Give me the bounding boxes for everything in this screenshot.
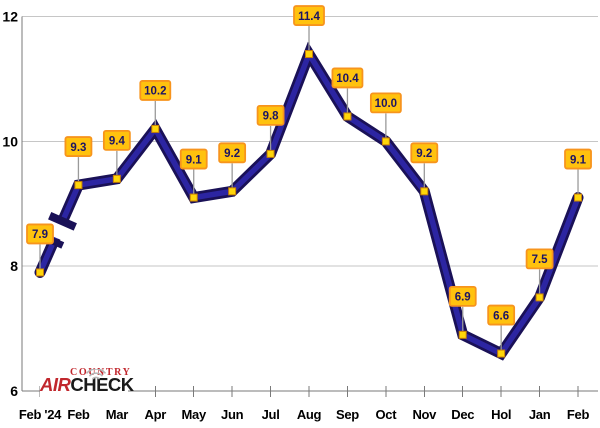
x-axis-label: Sep [336, 407, 359, 422]
logo-air-text: AIR [40, 374, 71, 395]
data-point-marker [458, 330, 467, 339]
value-label-text: 10.4 [336, 73, 359, 85]
data-point-marker [497, 349, 506, 358]
data-point-marker [305, 50, 314, 59]
value-label-text: 9.3 [70, 142, 86, 154]
x-axis-label: Feb [67, 407, 90, 422]
y-axis-label: 10 [2, 133, 18, 149]
value-label-box [487, 304, 516, 326]
value-label-text: 9.4 [109, 136, 126, 148]
value-label-box [369, 92, 402, 114]
value-label-box [331, 67, 364, 89]
data-point-marker [535, 293, 544, 302]
value-label-box [64, 136, 93, 157]
value-label-text: 9.2 [224, 148, 240, 160]
value-label-box [26, 223, 54, 245]
value-label-text: 7.9 [32, 229, 48, 241]
data-point-marker [266, 149, 275, 158]
value-label-text: 9.1 [570, 154, 587, 166]
value-label-box [564, 148, 592, 170]
value-label-text: 10.0 [375, 98, 397, 110]
value-label-text: 9.8 [263, 111, 280, 123]
data-point-marker [74, 181, 83, 190]
x-axis-label: Jan [529, 407, 551, 422]
x-axis-label: Mar [106, 407, 128, 422]
data-point-marker [151, 124, 160, 133]
x-axis-label: Dec [451, 407, 474, 422]
x-axis-label: Hol [491, 407, 511, 422]
x-axis-label: Jul [262, 407, 280, 422]
value-label-box [256, 104, 285, 126]
value-label-text: 6.6 [493, 310, 509, 322]
radio-waves-icon [85, 369, 107, 380]
value-label-box [410, 142, 439, 164]
x-axis-label: Feb '24 [19, 407, 62, 422]
value-label-text: 9.1 [186, 154, 203, 166]
country-aircheck-logo: COUNTRY AIRCHECK [40, 367, 134, 408]
x-axis-label: Aug [297, 407, 322, 422]
x-axis-label: Oct [375, 407, 397, 422]
data-point-marker [574, 193, 583, 202]
data-point-marker [36, 268, 44, 277]
y-axis-label: 6 [10, 383, 18, 399]
value-label-box [525, 248, 554, 270]
data-point-marker [189, 193, 198, 202]
logo-check-text: CHECK [70, 374, 134, 395]
x-axis-label: Nov [412, 407, 437, 422]
data-point-marker [381, 137, 390, 146]
logo-country-text: COUNTRY [70, 367, 132, 378]
value-label-box [139, 80, 172, 101]
y-axis-label: 8 [10, 258, 18, 274]
data-point-marker [420, 187, 429, 196]
series-break-gap [47, 219, 70, 241]
data-point-marker [343, 112, 352, 121]
value-label-box [102, 129, 131, 151]
x-axis-label: Jun [221, 407, 244, 422]
value-label-box [293, 5, 325, 26]
data-point-marker [112, 174, 121, 183]
value-label-box [179, 148, 208, 170]
x-axis-label: Apr [145, 407, 167, 422]
value-label-text: 6.9 [455, 292, 471, 304]
value-label-text: 9.2 [416, 148, 432, 160]
value-label-text: 10.2 [144, 86, 166, 98]
value-label-text: 11.4 [298, 11, 320, 23]
y-axis-label: 12 [2, 9, 18, 25]
logo-aircheck-text: AIRCHECK [40, 374, 134, 395]
axis-break-cap [48, 212, 77, 231]
data-point-marker [228, 187, 237, 196]
x-axis-label: May [182, 407, 207, 422]
value-label-text: 7.5 [532, 254, 549, 266]
value-label-box [448, 285, 477, 307]
x-axis-label: Feb [567, 407, 590, 422]
value-label-box [218, 142, 247, 164]
